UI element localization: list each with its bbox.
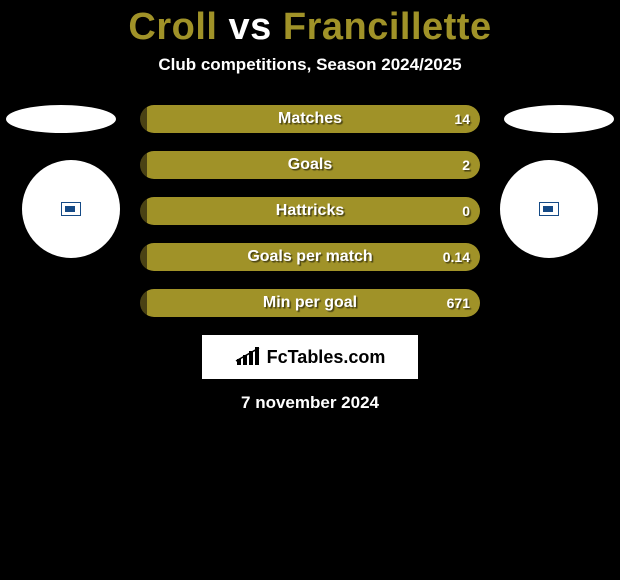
stat-bar-left-fill — [140, 105, 147, 133]
title-vs: vs — [229, 6, 272, 48]
stat-bar-left-fill — [140, 197, 147, 225]
stat-bar-left-fill — [140, 243, 147, 271]
player1-avatar-circle — [22, 160, 120, 258]
stat-bar-left-fill — [140, 151, 147, 179]
stat-bar: Matches 14 — [140, 105, 480, 133]
stat-label: Hattricks — [276, 202, 344, 220]
stat-label: Matches — [278, 110, 342, 128]
player2-banner-ellipse — [504, 105, 614, 133]
stat-label: Min per goal — [263, 294, 357, 312]
player2-avatar-circle — [500, 160, 598, 258]
stats-bars: Matches 14 Goals 2 Hattricks 0 Goals per match… — [140, 105, 480, 317]
stat-bar: Goals 2 — [140, 151, 480, 179]
title-player2: Francillette — [283, 6, 492, 48]
page-title: Croll vs Francillette — [0, 0, 620, 49]
title-player1: Croll — [128, 6, 217, 48]
stat-label: Goals — [288, 156, 332, 174]
stat-value-right: 0 — [462, 203, 470, 219]
stat-label: Goals per match — [247, 248, 372, 266]
date-label: 7 november 2024 — [0, 393, 620, 413]
bar-chart-icon — [235, 347, 261, 367]
stat-bar: Goals per match 0.14 — [140, 243, 480, 271]
brand-logo-box: FcTables.com — [202, 335, 418, 379]
stat-value-right: 14 — [454, 111, 470, 127]
player1-flag-icon — [61, 202, 81, 216]
stat-value-right: 0.14 — [443, 249, 470, 265]
brand-logo-text: FcTables.com — [267, 347, 386, 368]
player2-flag-icon — [539, 202, 559, 216]
comparison-content: Matches 14 Goals 2 Hattricks 0 Goals per match… — [0, 105, 620, 413]
stat-bar: Min per goal 671 — [140, 289, 480, 317]
stat-bar: Hattricks 0 — [140, 197, 480, 225]
player1-banner-ellipse — [6, 105, 116, 133]
stat-value-right: 2 — [462, 157, 470, 173]
stat-value-right: 671 — [447, 295, 470, 311]
stat-bar-left-fill — [140, 289, 147, 317]
subtitle: Club competitions, Season 2024/2025 — [0, 55, 620, 75]
